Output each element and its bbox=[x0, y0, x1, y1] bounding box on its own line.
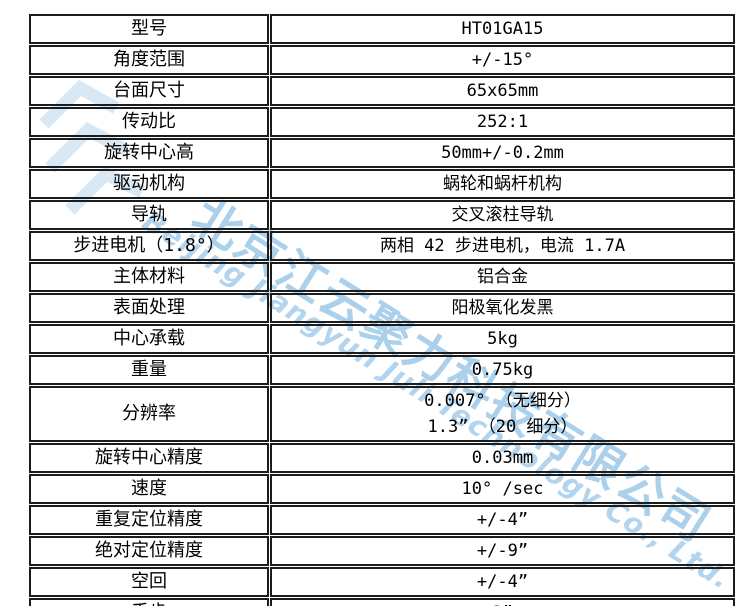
spec-label: 旋转中心精度 bbox=[29, 443, 269, 473]
table-row: 丢步 3” bbox=[29, 598, 735, 606]
spec-value: 50mm+/-0.2mm bbox=[270, 138, 735, 168]
spec-value: 5kg bbox=[270, 324, 735, 354]
spec-label: 重复定位精度 bbox=[29, 505, 269, 535]
spec-value: 铝合金 bbox=[270, 262, 735, 292]
spec-value: 0.03mm bbox=[270, 443, 735, 473]
spec-label: 丢步 bbox=[29, 598, 269, 606]
spec-table: 型号 HT01GA15 角度范围 +/-15° 台面尺寸 65x65mm 传动比… bbox=[28, 13, 736, 606]
spec-label: 表面处理 bbox=[29, 293, 269, 323]
spec-value: 两相 42 步进电机，电流 1.7A bbox=[270, 231, 735, 261]
table-row: 旋转中心精度 0.03mm bbox=[29, 443, 735, 473]
spec-label: 主体材料 bbox=[29, 262, 269, 292]
table-row: 旋转中心高 50mm+/-0.2mm bbox=[29, 138, 735, 168]
table-row: 重量 0.75kg bbox=[29, 355, 735, 385]
spec-value: 252:1 bbox=[270, 107, 735, 137]
table-row: 空回 +/-4” bbox=[29, 567, 735, 597]
spec-value: 0.007° （无细分） 1.3” （20 细分） bbox=[270, 386, 735, 442]
table-row: 型号 HT01GA15 bbox=[29, 14, 735, 44]
spec-label: 空回 bbox=[29, 567, 269, 597]
spec-label: 角度范围 bbox=[29, 45, 269, 75]
spec-value: 阳极氧化发黑 bbox=[270, 293, 735, 323]
spec-value: 3” bbox=[270, 598, 735, 606]
spec-value: +/-4” bbox=[270, 505, 735, 535]
spec-value: 0.75kg bbox=[270, 355, 735, 385]
spec-label: 驱动机构 bbox=[29, 169, 269, 199]
table-row: 步进电机（1.8°） 两相 42 步进电机，电流 1.7A bbox=[29, 231, 735, 261]
spec-value: +/-9” bbox=[270, 536, 735, 566]
spec-label: 型号 bbox=[29, 14, 269, 44]
spec-value: 10° /sec bbox=[270, 474, 735, 504]
spec-table-body: 型号 HT01GA15 角度范围 +/-15° 台面尺寸 65x65mm 传动比… bbox=[29, 14, 735, 606]
spec-label: 分辨率 bbox=[29, 386, 269, 442]
table-row: 速度 10° /sec bbox=[29, 474, 735, 504]
table-row: 重复定位精度 +/-4” bbox=[29, 505, 735, 535]
table-row: 主体材料 铝合金 bbox=[29, 262, 735, 292]
table-row: 绝对定位精度 +/-9” bbox=[29, 536, 735, 566]
spec-label: 绝对定位精度 bbox=[29, 536, 269, 566]
table-row: 传动比 252:1 bbox=[29, 107, 735, 137]
table-row: 驱动机构 蜗轮和蜗杆机构 bbox=[29, 169, 735, 199]
spec-label: 旋转中心高 bbox=[29, 138, 269, 168]
spec-label: 导轨 bbox=[29, 200, 269, 230]
table-row: 表面处理 阳极氧化发黑 bbox=[29, 293, 735, 323]
spec-label: 中心承载 bbox=[29, 324, 269, 354]
spec-value: +/-15° bbox=[270, 45, 735, 75]
table-row: 中心承载 5kg bbox=[29, 324, 735, 354]
spec-label: 台面尺寸 bbox=[29, 76, 269, 106]
spec-label: 传动比 bbox=[29, 107, 269, 137]
spec-label: 速度 bbox=[29, 474, 269, 504]
spec-value: HT01GA15 bbox=[270, 14, 735, 44]
table-row: 角度范围 +/-15° bbox=[29, 45, 735, 75]
table-row: 台面尺寸 65x65mm bbox=[29, 76, 735, 106]
spec-value: 蜗轮和蜗杆机构 bbox=[270, 169, 735, 199]
table-row: 导轨 交叉滚柱导轨 bbox=[29, 200, 735, 230]
table-row: 分辨率 0.007° （无细分） 1.3” （20 细分） bbox=[29, 386, 735, 442]
spec-value: 交叉滚柱导轨 bbox=[270, 200, 735, 230]
spec-label: 步进电机（1.8°） bbox=[29, 231, 269, 261]
spec-value: 65x65mm bbox=[270, 76, 735, 106]
spec-label: 重量 bbox=[29, 355, 269, 385]
spec-value: +/-4” bbox=[270, 567, 735, 597]
